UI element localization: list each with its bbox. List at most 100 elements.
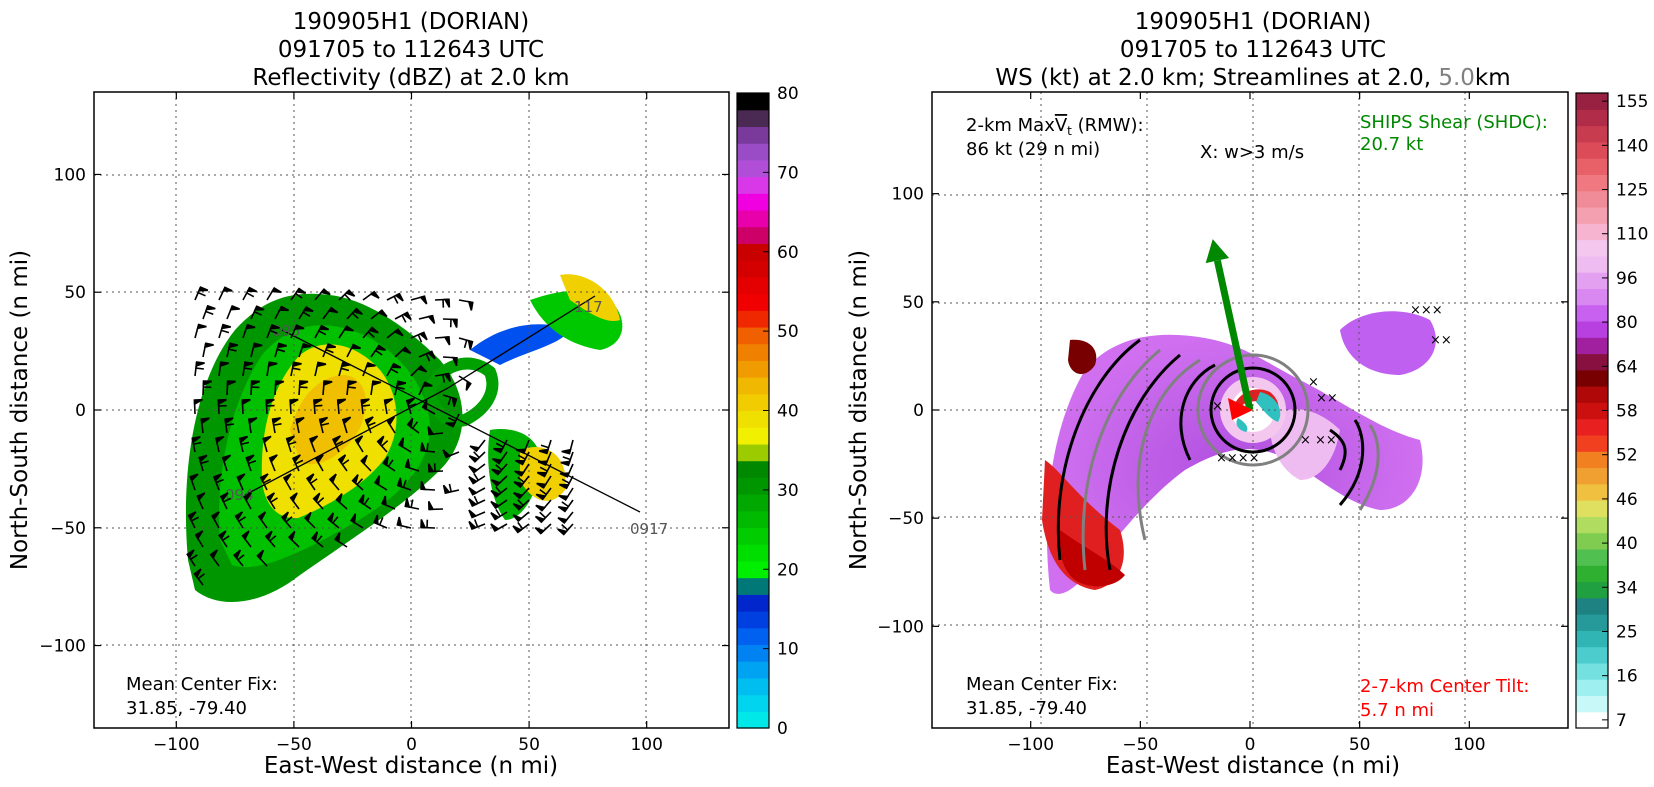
wind-barb xyxy=(226,304,240,320)
wind-barb xyxy=(274,342,287,358)
wind-barb xyxy=(212,473,224,491)
wind-barb xyxy=(280,511,293,529)
wind-barb xyxy=(557,499,574,513)
colorbar-swatch xyxy=(737,360,769,378)
wind-barb xyxy=(386,416,396,434)
wind-barb xyxy=(468,451,486,463)
wind-barb xyxy=(218,286,233,301)
wind-barb xyxy=(193,398,203,415)
wind-barb xyxy=(420,480,436,491)
wind-barb xyxy=(218,323,231,339)
colorbar-swatch xyxy=(737,577,769,595)
colorbar-tick-label: 80 xyxy=(777,84,799,104)
wind-barb xyxy=(512,499,530,511)
colorbar-swatch xyxy=(1576,93,1608,110)
colorbar-swatch xyxy=(1576,190,1608,208)
colorbar-swatch xyxy=(737,661,769,679)
wind-barb xyxy=(490,486,508,498)
colorbar-tick-label: 140 xyxy=(1616,136,1648,156)
wind-barb xyxy=(215,435,225,453)
left-center-fix-label: Mean Center Fix: xyxy=(126,674,278,695)
wind-barb xyxy=(370,344,387,358)
colorbar-swatch xyxy=(737,243,769,261)
right-colorbar: 7 16 25 34 40 46 52 58 64 80 96 110 125 140 155 xyxy=(1575,92,1648,731)
wind-barb xyxy=(241,530,252,548)
colorbar-swatch xyxy=(1576,174,1608,192)
wind-barb xyxy=(328,473,340,491)
wind-barb xyxy=(370,309,388,320)
colorbar-swatch xyxy=(1576,548,1608,566)
colorbar-tick-label: 34 xyxy=(1616,578,1638,598)
wind-barb xyxy=(394,380,407,396)
right-title-line1: 190905H1 (DORIAN) xyxy=(1135,9,1372,35)
right-title-line3-gray: 5.0 xyxy=(1438,65,1475,91)
wind-barb xyxy=(200,417,210,434)
wind-barb xyxy=(209,549,220,567)
wind-barb xyxy=(427,463,444,473)
shear-value: 20.7 kt xyxy=(1360,134,1423,155)
colorbar-swatch xyxy=(1576,418,1608,436)
colorbar-swatch xyxy=(737,343,769,361)
wind-barb xyxy=(243,492,252,510)
colorbar-tick-label: 20 xyxy=(777,560,799,580)
y-tick-label: 100 xyxy=(54,165,86,185)
colorbar-swatch xyxy=(1576,125,1608,143)
colorbar-swatch xyxy=(737,644,769,662)
updraft-markers: × ×××× × ×× × ×× ××× ×× xyxy=(1212,303,1452,466)
max-vt-value: 86 kt (29 n mi) xyxy=(966,139,1100,160)
wind-barb xyxy=(490,509,508,521)
left-center-fix-value: 31.85, -79.40 xyxy=(126,698,247,719)
colorbar-swatch xyxy=(1576,711,1608,729)
colorbar-tick-label: 50 xyxy=(777,322,799,342)
wind-barb xyxy=(512,521,530,534)
tilt-value: 5.7 n mi xyxy=(1360,700,1434,721)
colorbar-swatch xyxy=(737,276,769,295)
tilt-label: 2-7-km Center Tilt: xyxy=(1360,676,1529,697)
wind-barb xyxy=(314,288,331,301)
colorbar-tick-label: 40 xyxy=(1616,534,1638,554)
wind-barb xyxy=(219,492,232,510)
wind-barb xyxy=(194,323,207,339)
wind-barb xyxy=(404,498,420,510)
x-tick-label: 0 xyxy=(1245,735,1256,755)
wind-barb xyxy=(558,487,574,501)
wind-barb xyxy=(298,305,314,320)
shear-vector-shaft xyxy=(1213,259,1254,411)
wind-barb xyxy=(304,511,316,529)
right-title-line2: 091705 to 112643 UTC xyxy=(1120,37,1386,63)
colorbar-swatch xyxy=(1576,614,1608,631)
wind-barb xyxy=(490,523,508,532)
wind-barb xyxy=(406,417,420,434)
colorbar-swatch xyxy=(1576,516,1608,534)
colorbar-swatch xyxy=(1576,223,1608,241)
wind-barb xyxy=(224,417,234,434)
y-tick-label: −100 xyxy=(39,637,86,657)
wind-barb xyxy=(314,324,330,339)
wind-barb xyxy=(189,473,199,491)
streamlines xyxy=(1056,338,1380,571)
wind-barb xyxy=(245,454,257,472)
wind-barb xyxy=(561,439,574,455)
updraft-legend: X: w>3 m/s xyxy=(1200,142,1304,163)
wind-barb xyxy=(264,530,277,548)
wind-barb xyxy=(516,439,530,455)
colorbar-swatch xyxy=(737,176,769,194)
wind-barb xyxy=(202,304,216,320)
wind-barb xyxy=(513,475,530,489)
colorbar-swatch xyxy=(1576,565,1608,583)
wind-barb xyxy=(394,311,412,323)
wind-barb xyxy=(266,286,282,301)
wind-barb xyxy=(491,451,508,465)
wind-barb xyxy=(241,398,251,415)
wind-barb xyxy=(396,477,412,491)
wind-barb xyxy=(370,380,382,396)
colorbar-swatch xyxy=(1576,467,1608,485)
right-y-axis-label: North-South distance (n mi) xyxy=(846,250,872,570)
wind-barb xyxy=(468,495,486,508)
colorbar-swatch xyxy=(1576,695,1608,713)
wind-barb xyxy=(322,343,337,358)
svg-text:××: ×× xyxy=(1430,333,1452,348)
wind-barb xyxy=(289,398,299,415)
colorbar-tick-label: 64 xyxy=(1616,357,1638,377)
wind-barb xyxy=(442,449,460,459)
